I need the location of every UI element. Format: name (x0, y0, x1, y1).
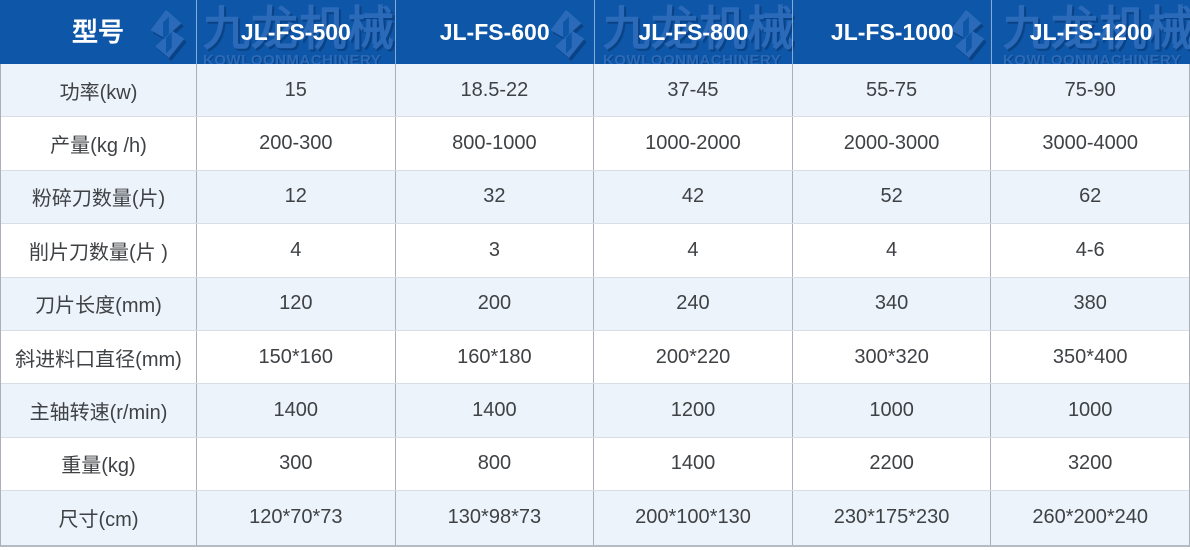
spec-value: 120*70*73 (196, 491, 395, 545)
spec-value: 240 (593, 277, 792, 330)
spec-value: 150*160 (196, 330, 395, 384)
header-model-name: JL-FS-1200 (991, 0, 1190, 64)
table-header: 九龙机械 KOWLOONMACHINERY 九龙机械 KOWLOONMACHIN… (0, 0, 1190, 64)
spec-value: 3 (394, 224, 594, 277)
spec-value: 3000-4000 (990, 117, 1189, 170)
row-label: 产量(kg /h) (50, 135, 147, 158)
spec-value: 1000 (791, 384, 991, 437)
row-label: 削片刀数量(片 ) (29, 241, 168, 264)
spec-value: 1400 (593, 437, 792, 491)
spec-value: 300*320 (791, 330, 991, 384)
table-row: 斜进料口直径(mm) 150*160 160*180 200*220 300*320 35… (1, 330, 1189, 385)
spec-value: 12 (196, 170, 395, 224)
header-model-name: JL-FS-1000 (792, 0, 991, 64)
spec-value: 160*180 (394, 330, 594, 384)
table-row: 产量(kg /h) 200-300 800-1000 1000-2000 2000-30… (1, 117, 1189, 171)
table-row: 刀片长度(mm) 120 200 240 340 380 (1, 277, 1189, 331)
spec-value: 52 (791, 170, 991, 224)
spec-value: 1200 (593, 384, 792, 437)
spec-value: 300 (196, 437, 395, 491)
spec-value: 350*400 (990, 330, 1189, 384)
spec-value: 200*220 (593, 330, 792, 384)
row-label: 功率(kw) (59, 81, 138, 104)
spec-value: 75-90 (990, 64, 1189, 117)
table-body: 功率(kw) 15 18.5-22 37-45 55-75 75-90 产量(kg /h) 2… (0, 64, 1190, 547)
row-label: 刀片长度(mm) (35, 295, 162, 318)
header-model-name: JL-FS-800 (593, 0, 793, 64)
spec-value: 4-6 (990, 224, 1189, 277)
spec-value: 4 (791, 224, 991, 277)
table-row: 削片刀数量(片 ) 4 3 4 4 4-6 (1, 224, 1189, 278)
spec-value: 4 (593, 224, 792, 277)
spec-value: 130*98*73 (394, 491, 594, 545)
spec-value: 200 (394, 277, 594, 330)
header-model-column-label: 型号 (71, 17, 124, 47)
row-label: 粉碎刀数量(片) (31, 188, 166, 211)
table-row: 粉碎刀数量(片) 12 32 42 52 62 (1, 170, 1189, 225)
table-row: 尺寸(cm) 120*70*73 130*98*73 200*100*130 230*1… (1, 491, 1189, 545)
header-model-name: JL-FS-600 (394, 0, 594, 64)
spec-value: 4 (196, 224, 395, 277)
spec-value: 1000 (990, 384, 1189, 437)
spec-value: 2000-3000 (791, 117, 991, 170)
spec-value: 380 (990, 277, 1189, 330)
spec-value: 1000-2000 (593, 117, 792, 170)
row-label: 斜进料口直径(mm) (15, 348, 182, 371)
header-model-name: JL-FS-500 (196, 0, 395, 64)
spec-value: 37-45 (593, 64, 792, 117)
spec-value: 55-75 (791, 64, 991, 117)
spec-value: 200-300 (196, 117, 395, 170)
spec-value: 62 (990, 170, 1189, 224)
spec-value: 15 (196, 64, 395, 117)
spec-value: 32 (394, 170, 594, 224)
spec-value: 42 (593, 170, 792, 224)
spec-value: 800 (394, 437, 594, 491)
table-row: 重量(kg) 300 800 1400 2200 3200 (1, 437, 1189, 492)
spec-value: 18.5-22 (394, 64, 594, 117)
spec-value: 3200 (990, 437, 1189, 491)
row-label: 主轴转速(r/min) (29, 402, 168, 425)
spec-value: 1400 (196, 384, 395, 437)
spec-value: 200*100*130 (593, 491, 792, 545)
row-label: 尺寸(cm) (58, 509, 139, 532)
spec-value: 340 (791, 277, 991, 330)
spec-value: 2200 (791, 437, 991, 491)
spec-value: 230*175*230 (791, 491, 991, 545)
table-row: 主轴转速(r/min) 1400 1400 1200 1000 1000 (1, 384, 1189, 438)
spec-value: 1400 (394, 384, 594, 437)
row-label: 重量(kg) (61, 455, 136, 478)
spec-value: 260*200*240 (990, 491, 1189, 545)
spec-value: 120 (196, 277, 395, 330)
spec-value: 800-1000 (394, 117, 594, 170)
table-row: 功率(kw) 15 18.5-22 37-45 55-75 75-90 (1, 64, 1189, 118)
